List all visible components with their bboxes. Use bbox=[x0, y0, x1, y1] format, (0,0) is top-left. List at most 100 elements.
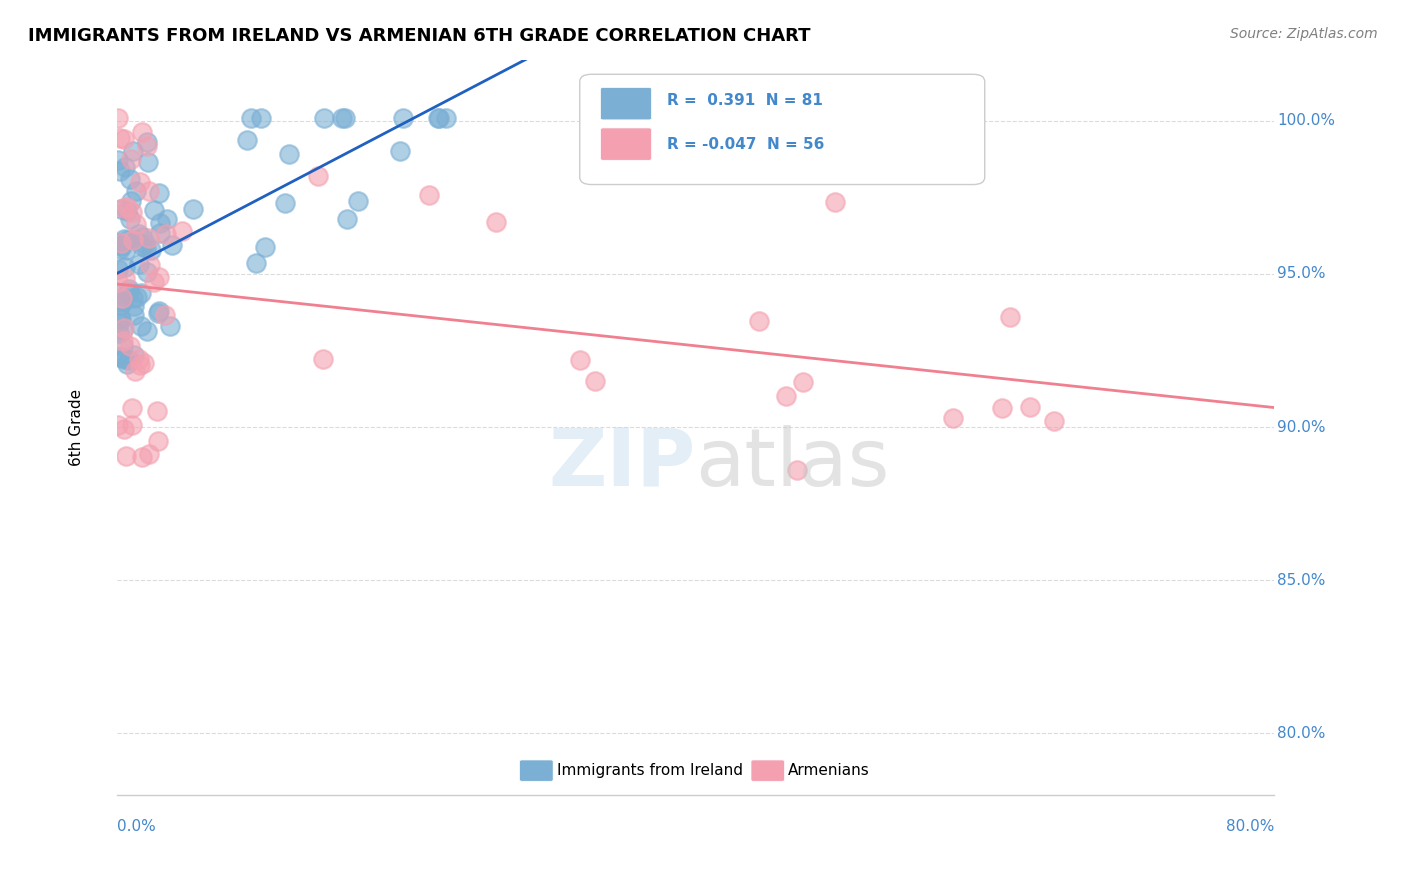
Point bbox=[111, 293, 134, 308]
Point bbox=[125, 184, 148, 198]
Point bbox=[122, 144, 145, 158]
Point bbox=[121, 205, 143, 219]
Text: 80.0%: 80.0% bbox=[1277, 726, 1326, 740]
Point bbox=[131, 450, 153, 464]
Text: R =  0.391  N = 81: R = 0.391 N = 81 bbox=[666, 93, 823, 108]
Point bbox=[135, 325, 157, 339]
Text: 6th Grade: 6th Grade bbox=[69, 389, 84, 466]
Point bbox=[111, 323, 134, 337]
Point bbox=[108, 310, 131, 325]
Point bbox=[129, 175, 152, 189]
Point bbox=[155, 227, 177, 241]
Point bbox=[418, 188, 440, 202]
Point bbox=[568, 353, 591, 368]
Point bbox=[942, 411, 965, 425]
Point bbox=[120, 194, 142, 209]
Point bbox=[108, 350, 131, 364]
Point bbox=[128, 227, 150, 241]
Point bbox=[121, 291, 143, 305]
Point bbox=[392, 111, 415, 125]
Point bbox=[148, 186, 170, 200]
Point bbox=[112, 232, 135, 246]
Point bbox=[138, 230, 160, 244]
Point bbox=[131, 238, 153, 252]
Point bbox=[108, 164, 131, 178]
Point bbox=[107, 417, 129, 432]
Text: atlas: atlas bbox=[696, 425, 890, 503]
Point bbox=[336, 212, 359, 227]
Point bbox=[114, 160, 136, 174]
Point bbox=[134, 237, 156, 252]
Text: 95.0%: 95.0% bbox=[1277, 267, 1326, 282]
Text: Source: ZipAtlas.com: Source: ZipAtlas.com bbox=[1230, 27, 1378, 41]
Point bbox=[792, 375, 814, 389]
Point bbox=[135, 265, 157, 279]
Point bbox=[107, 276, 129, 290]
Point bbox=[114, 271, 136, 285]
Point bbox=[110, 298, 132, 312]
Point bbox=[124, 233, 146, 247]
Point bbox=[128, 257, 150, 271]
Point bbox=[108, 242, 131, 256]
Point bbox=[138, 446, 160, 460]
Point bbox=[148, 303, 170, 318]
Point bbox=[107, 111, 129, 125]
Point bbox=[277, 147, 299, 161]
FancyBboxPatch shape bbox=[579, 74, 984, 185]
Point bbox=[129, 285, 152, 300]
Text: 100.0%: 100.0% bbox=[1277, 113, 1334, 128]
Point bbox=[307, 169, 329, 184]
Text: ZIP: ZIP bbox=[548, 425, 696, 503]
Point bbox=[112, 321, 135, 335]
Point bbox=[145, 404, 167, 418]
Point bbox=[108, 131, 131, 145]
Point bbox=[118, 353, 141, 368]
Point bbox=[427, 111, 450, 125]
Point bbox=[115, 233, 138, 247]
Point bbox=[346, 194, 368, 209]
Point bbox=[115, 203, 138, 218]
Point bbox=[115, 200, 138, 214]
Point bbox=[253, 240, 276, 254]
Point bbox=[135, 240, 157, 254]
Point bbox=[333, 111, 356, 125]
Point bbox=[125, 290, 148, 304]
Point bbox=[131, 229, 153, 244]
Point bbox=[112, 351, 135, 366]
Point bbox=[434, 111, 457, 125]
Point bbox=[117, 357, 139, 371]
Point bbox=[170, 224, 193, 238]
Point bbox=[1042, 414, 1064, 428]
Point bbox=[139, 258, 162, 272]
Point bbox=[125, 217, 148, 231]
Point bbox=[110, 311, 132, 326]
Point bbox=[485, 214, 508, 228]
Text: Immigrants from Ireland: Immigrants from Ireland bbox=[557, 764, 742, 779]
Point bbox=[426, 111, 449, 125]
Point bbox=[143, 202, 166, 217]
FancyBboxPatch shape bbox=[751, 760, 785, 781]
Point bbox=[112, 131, 135, 145]
Point bbox=[112, 201, 135, 215]
Point bbox=[121, 417, 143, 432]
Point bbox=[107, 292, 129, 306]
FancyBboxPatch shape bbox=[600, 128, 651, 161]
Point bbox=[121, 233, 143, 247]
Point bbox=[112, 339, 135, 353]
Point bbox=[118, 285, 141, 299]
Point bbox=[148, 270, 170, 285]
Point bbox=[114, 243, 136, 257]
Point bbox=[128, 358, 150, 372]
FancyBboxPatch shape bbox=[520, 760, 553, 781]
Point bbox=[250, 111, 273, 125]
Point bbox=[121, 401, 143, 416]
Point bbox=[120, 339, 142, 353]
Point bbox=[108, 326, 131, 341]
Point bbox=[273, 195, 295, 210]
Point bbox=[245, 255, 267, 269]
Point bbox=[112, 422, 135, 436]
Point bbox=[114, 449, 136, 463]
Point bbox=[748, 313, 770, 327]
Point bbox=[146, 434, 169, 449]
Point bbox=[330, 111, 353, 125]
